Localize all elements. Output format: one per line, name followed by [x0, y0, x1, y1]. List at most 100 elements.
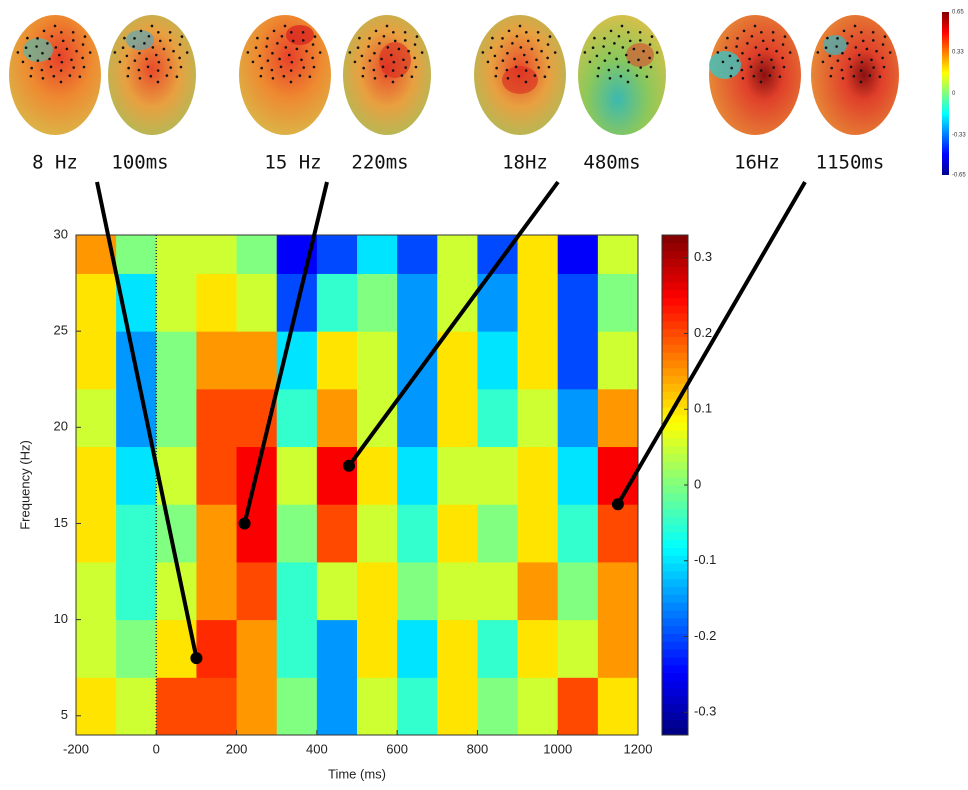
electrode	[16, 51, 20, 54]
electrode	[824, 46, 828, 50]
electrode	[596, 74, 600, 78]
electrode	[639, 66, 642, 69]
colorbar-step	[662, 320, 688, 330]
electrode	[358, 36, 361, 40]
electrode	[748, 57, 751, 61]
electrode	[284, 46, 288, 49]
colorbar-step	[662, 375, 688, 384]
electrode	[621, 46, 625, 49]
heat-cell	[196, 504, 238, 563]
colorbar-step	[662, 258, 688, 267]
electrode	[71, 30, 75, 34]
electrode	[741, 51, 744, 55]
heat-cell	[316, 561, 358, 621]
electrode	[60, 30, 63, 34]
heat-cell	[597, 619, 639, 678]
electrode	[68, 74, 72, 77]
electrode	[846, 42, 849, 45]
electrode	[547, 65, 551, 69]
colorbar-step	[662, 524, 688, 533]
colorbar-step	[662, 453, 688, 463]
electrode	[853, 24, 857, 28]
heat-cell	[196, 677, 238, 736]
electrode	[373, 51, 376, 55]
colorbar-step	[662, 719, 688, 728]
topo-colorbar-tick-label: 0	[952, 91, 956, 97]
electrode	[583, 51, 587, 54]
electrode	[276, 42, 279, 45]
electrode	[138, 51, 141, 55]
heat-cell	[397, 273, 438, 332]
electrode	[750, 34, 754, 38]
heat-cell	[357, 446, 398, 505]
heat-cell	[557, 235, 599, 274]
electrode	[415, 35, 419, 38]
electrode	[313, 35, 317, 38]
electrode	[53, 24, 57, 28]
heat-cell	[557, 388, 599, 448]
heat-cell	[236, 331, 278, 390]
electrode	[638, 30, 642, 34]
electrode	[302, 66, 305, 69]
electrode	[841, 76, 845, 80]
heat-cell	[236, 235, 278, 274]
head	[811, 15, 899, 135]
colorbar-step	[662, 602, 688, 611]
heat-cell	[597, 677, 639, 736]
electrode	[75, 49, 78, 53]
heat-cell	[316, 388, 358, 448]
electrode	[301, 30, 305, 34]
x-tick-label: 200	[226, 741, 248, 756]
electrode	[649, 65, 653, 69]
heat-cell	[597, 446, 639, 505]
heat-cell	[397, 446, 438, 505]
electrode	[158, 39, 162, 43]
electrode	[830, 66, 833, 70]
electrode	[507, 29, 511, 33]
electrode	[881, 43, 885, 46]
heat-cell	[597, 561, 639, 621]
heat-cell	[156, 273, 197, 332]
electrode	[402, 58, 405, 62]
heat-cell	[517, 504, 559, 563]
heat-cell	[517, 273, 559, 332]
colorbar-step	[662, 360, 688, 369]
electrode	[850, 34, 854, 38]
electrode	[118, 60, 122, 64]
electrode	[305, 49, 308, 53]
electrode	[757, 53, 761, 57]
colorbar-step	[662, 695, 688, 705]
electrode	[382, 34, 386, 38]
electrode	[829, 74, 833, 78]
electrode	[848, 57, 851, 61]
electrode	[849, 65, 853, 69]
y-tick-label: 30	[54, 226, 68, 241]
electrode	[759, 80, 763, 84]
electrode	[761, 39, 765, 43]
electrode	[778, 75, 782, 79]
electrode	[525, 60, 529, 64]
electrode	[505, 68, 509, 72]
heat-cell	[316, 331, 358, 390]
colorbar-step	[662, 336, 688, 345]
colorbar-step	[662, 328, 688, 338]
colorbar-step	[662, 727, 688, 736]
electrode	[781, 43, 785, 46]
electrode	[403, 39, 407, 42]
electrode	[730, 66, 733, 70]
electrode	[157, 60, 161, 64]
electrode	[271, 76, 275, 80]
electrode	[736, 37, 739, 40]
annotation-point	[342, 459, 355, 472]
heat-cell	[196, 446, 238, 505]
electrode	[301, 39, 305, 42]
electrode	[308, 75, 312, 79]
electrode	[746, 42, 749, 45]
electrode	[506, 51, 509, 55]
heat-cell	[597, 273, 639, 332]
electrode	[481, 51, 485, 54]
colorbar-step	[662, 266, 688, 275]
heat-cell	[76, 677, 117, 736]
heat-cell	[276, 388, 318, 448]
